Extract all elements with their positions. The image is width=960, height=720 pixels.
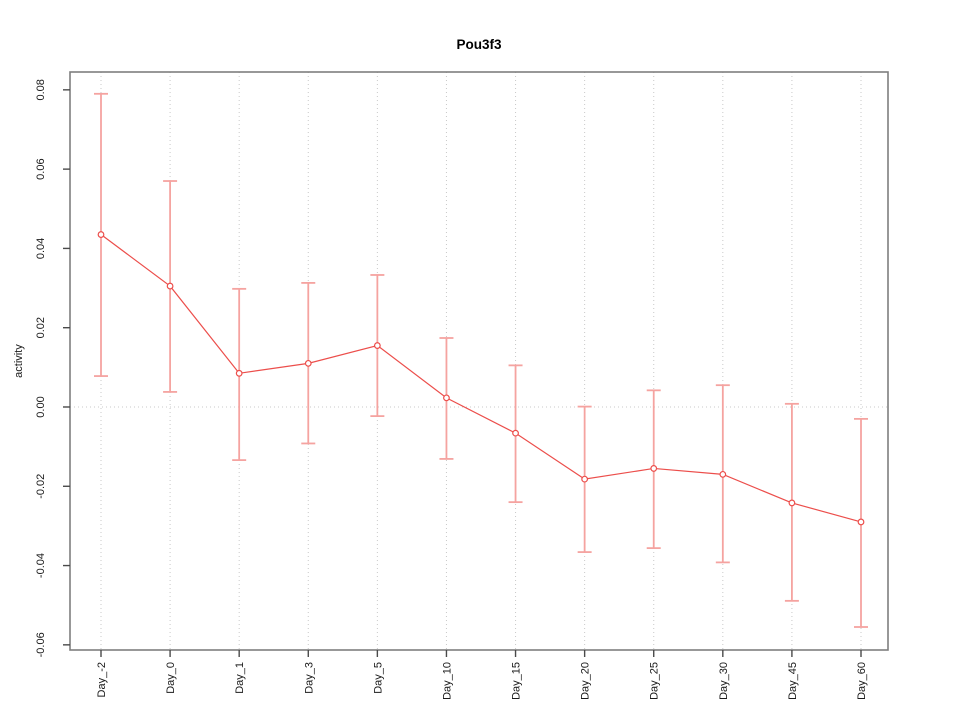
data-point-marker	[788, 499, 796, 507]
data-point-marker	[512, 429, 519, 437]
y-tick-label: 0.06	[35, 158, 47, 179]
data-point-marker	[719, 470, 727, 478]
data-point-marker	[166, 282, 174, 290]
y-axis-title: activity	[13, 344, 25, 378]
data-point-marker	[443, 394, 450, 402]
plot-border	[69, 71, 889, 651]
y-tick-label: -0.02	[35, 474, 47, 499]
x-tick-label: Day_45	[787, 662, 799, 700]
data-point-marker	[235, 369, 243, 377]
y-tick-label: 0.02	[35, 317, 47, 338]
x-tick-label: Day_20	[580, 662, 592, 700]
x-tick-label: Day_15	[511, 662, 523, 700]
data-point-marker	[650, 465, 658, 472]
x-tick-label: Day_1	[234, 662, 246, 694]
x-tick-label: Day_25	[649, 662, 661, 700]
y-tick-label: 0.04	[35, 238, 47, 259]
data-point-marker	[581, 475, 589, 483]
x-tick-label: Day_3	[303, 662, 315, 694]
markers	[97, 231, 865, 526]
data-line	[100, 234, 862, 523]
x-tick-label: Day_0	[165, 662, 177, 694]
x-tick-label: Day_-2	[96, 662, 108, 697]
x-tick-label: Day_30	[718, 662, 730, 700]
y-tick-label: -0.04	[35, 553, 47, 578]
y-tick-label: 0.08	[35, 79, 47, 100]
y-axis: -0.06 -0.04 -0.02 0.00 0.02 0.04 0.06 0.08	[35, 79, 70, 657]
error-bars	[94, 92, 868, 628]
x-tick-label: Day_60	[856, 662, 868, 700]
chart-title: Pou3f3	[456, 37, 502, 52]
data-line-group	[100, 234, 862, 523]
y-tick-label: 0.00	[35, 396, 47, 417]
x-tick-label: Day_5	[372, 662, 384, 694]
x-axis: Day_-2 Day_0 Day_1 Day_3 Day_5 Day_10 Day_15 Da…	[96, 650, 868, 700]
gridlines	[70, 72, 888, 650]
data-point-marker	[857, 518, 865, 526]
data-point-marker	[373, 342, 381, 349]
y-tick-label: -0.06	[35, 632, 47, 657]
data-point-marker	[304, 359, 312, 367]
x-tick-label: Day_10	[441, 662, 453, 700]
data-point-marker	[97, 231, 105, 238]
